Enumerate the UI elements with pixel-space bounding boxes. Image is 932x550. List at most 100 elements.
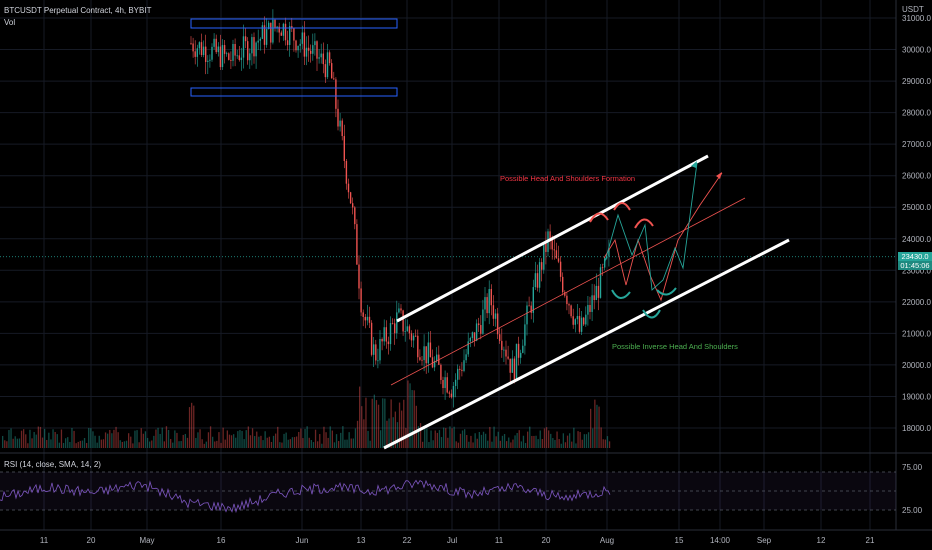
chart-title[interactable]: BTCUSDT Perpetual Contract, 4h, BYBIT xyxy=(4,6,152,15)
volume-bar xyxy=(287,439,289,448)
price-tick-label: 19000.0 xyxy=(902,392,931,401)
bullish-path[interactable] xyxy=(603,162,698,291)
candle-body xyxy=(366,316,369,321)
channel-lower-line[interactable] xyxy=(383,238,790,450)
inverse-shoulder-right-arc[interactable] xyxy=(656,287,677,296)
volume-bar xyxy=(41,437,44,448)
inverse-shoulder-left-arc[interactable] xyxy=(611,289,631,299)
candle-body xyxy=(431,357,434,368)
candle-body xyxy=(425,346,427,364)
candle-body xyxy=(209,59,211,61)
time-tick-label: 22 xyxy=(403,536,412,545)
candle-body xyxy=(457,368,459,380)
volume-bar xyxy=(380,430,382,448)
volume-bar xyxy=(363,419,365,448)
volume-bar xyxy=(149,441,151,448)
candle-body xyxy=(509,358,511,373)
volume-bar xyxy=(457,442,459,448)
candle-body xyxy=(580,317,583,332)
volume-bar xyxy=(281,442,283,448)
candle-body xyxy=(486,297,488,314)
price-tick-label: 26000.0 xyxy=(902,172,931,181)
volume-bar xyxy=(193,405,195,448)
resistance-zone-lower[interactable] xyxy=(190,87,398,97)
time-axis[interactable]: 11 20 May 16 Jun 13 22 Jul 11 20 Aug 15 14:00 Sep 12 21 xyxy=(40,536,875,545)
candle-body xyxy=(578,316,581,332)
candle-body xyxy=(475,323,478,341)
volume-bar xyxy=(583,434,585,448)
time-tick-label: 11 xyxy=(40,536,49,545)
volume-bar xyxy=(512,439,514,448)
candle-body xyxy=(253,37,255,57)
head-shoulders-annotation[interactable]: Possible Head And Shoulders Formation xyxy=(500,174,635,183)
volume-bar xyxy=(422,441,424,448)
volume-bar xyxy=(233,434,235,448)
volume-bar xyxy=(361,406,363,448)
candle-body xyxy=(494,313,497,319)
volume-bar xyxy=(48,432,50,448)
volume-bar xyxy=(373,394,375,448)
price-tick-label: 29000.0 xyxy=(902,77,931,86)
volume-bar xyxy=(396,422,399,448)
candle-body xyxy=(492,305,495,319)
candle-body xyxy=(442,379,444,389)
inverse-head-shoulders-annotation[interactable]: Possible Inverse Head And Shoulders xyxy=(612,342,738,351)
channel-mid-line[interactable] xyxy=(390,197,746,386)
candle-body xyxy=(383,327,385,342)
volume-bar xyxy=(245,430,247,448)
inverse-head-arc[interactable] xyxy=(642,309,661,319)
volume-bar xyxy=(403,399,405,448)
volume-bar xyxy=(522,435,525,448)
rsi-legend[interactable]: RSI (14, close, SMA, 14, 2) xyxy=(4,460,101,469)
candle-body xyxy=(305,47,308,57)
volume-bar xyxy=(581,439,583,448)
last-price-tag: 23430.0 xyxy=(898,252,932,261)
candle-body xyxy=(478,323,480,326)
volume-bar xyxy=(285,432,287,448)
volume-bar xyxy=(123,441,126,448)
candle-body xyxy=(564,292,566,296)
volume-bar xyxy=(487,440,489,448)
volume-bar xyxy=(598,406,600,448)
volume-bar xyxy=(596,404,598,448)
candle-body xyxy=(289,26,291,45)
volume-bar xyxy=(335,434,338,448)
volume-bar xyxy=(319,434,321,448)
candle-body xyxy=(488,289,490,314)
volume-bar xyxy=(241,430,243,448)
candle-body xyxy=(532,287,534,313)
volume-bar xyxy=(428,442,430,448)
volume-bar xyxy=(503,434,506,448)
volume-bar xyxy=(235,437,237,448)
volume-bar xyxy=(88,428,90,448)
volume-bar xyxy=(354,428,357,448)
candle-body xyxy=(194,51,196,57)
head-arc[interactable] xyxy=(613,202,631,211)
volume-bar xyxy=(121,441,123,448)
shoulder-right-arc[interactable] xyxy=(634,218,654,229)
bearish-path[interactable] xyxy=(603,172,723,302)
volume-legend[interactable]: Vol xyxy=(4,18,16,27)
volume-bar xyxy=(348,432,350,448)
channel-upper-line[interactable] xyxy=(396,154,709,323)
candle-body xyxy=(238,55,240,61)
volume-bar xyxy=(541,438,543,448)
candle-body xyxy=(221,45,224,68)
volume-bar xyxy=(256,431,258,448)
volume-bar xyxy=(443,427,445,448)
candle-body xyxy=(423,346,425,361)
rsi-line xyxy=(0,479,611,514)
shoulder-left-arc[interactable] xyxy=(589,212,609,223)
candle-body xyxy=(496,313,499,335)
volume-bar xyxy=(346,439,348,448)
volume-bar xyxy=(314,429,317,448)
volume-bar xyxy=(176,432,178,448)
volume-bar xyxy=(308,437,310,448)
volume-bar xyxy=(44,428,46,448)
resistance-zone-upper[interactable] xyxy=(190,18,398,29)
chart-drawings[interactable]: Possible Head And Shoulders Formation Po… xyxy=(190,18,790,450)
price-axis[interactable]: 31000.0 30000.0 29000.0 28000.0 27000.0 26000… xyxy=(902,14,931,433)
candle-body xyxy=(377,360,379,362)
